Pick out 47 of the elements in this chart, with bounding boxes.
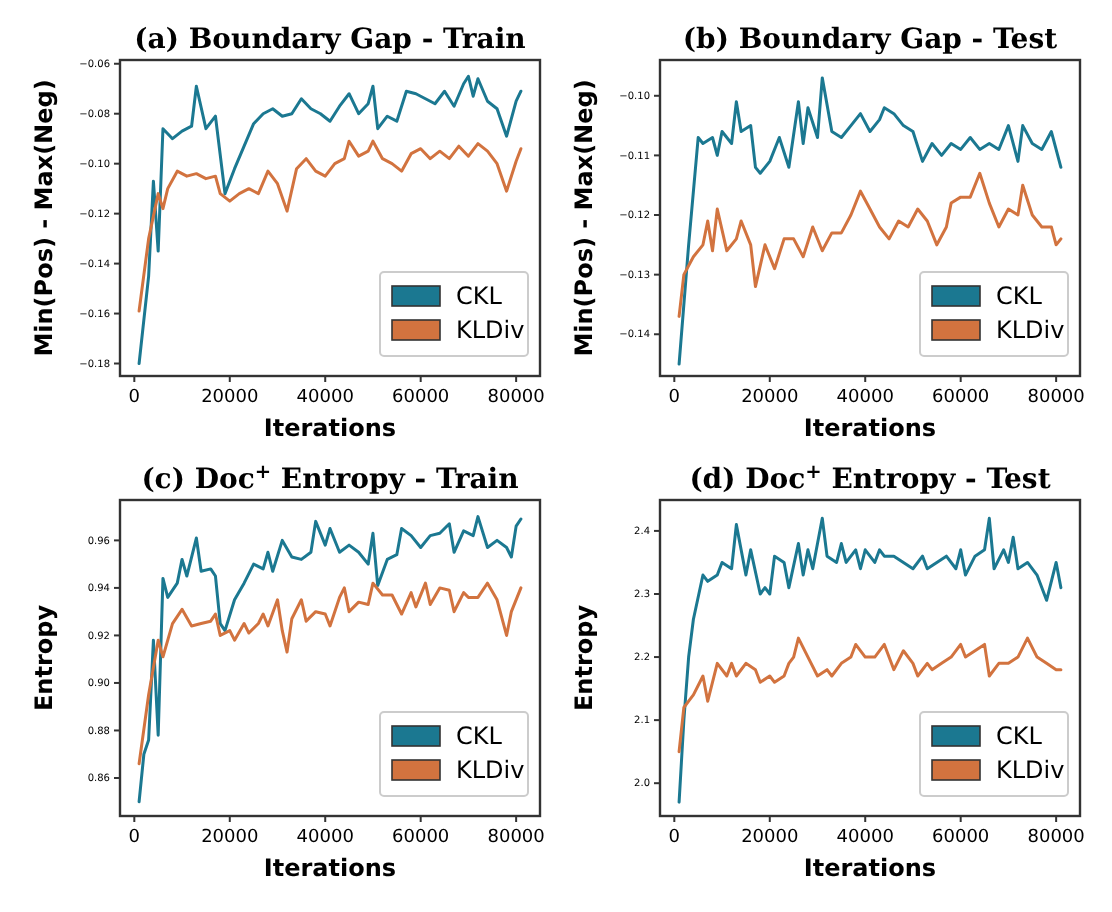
y-axis-title: Entropy [30, 604, 58, 712]
legend-label: KLDiv [456, 316, 525, 344]
x-tick-label: 80000 [487, 388, 546, 408]
chart-title: (c) Doc$^{+}$ Entropy - Train [141, 461, 519, 496]
line-series [137, 515, 523, 804]
y-axis-title: Min(Pos) - Max(Neg) [30, 79, 58, 357]
x-tick-label: 20000 [741, 828, 799, 848]
x-tick-label: 80000 [487, 828, 546, 848]
y-axis-title: Min(Pos) - Max(Neg) [570, 79, 598, 357]
line-series [677, 171, 1063, 318]
chart-title: (d) Doc$^{+}$ Entropy - Test [689, 461, 1052, 496]
legend-label: KLDiv [456, 756, 525, 784]
legend-label: CKL [996, 722, 1043, 750]
x-tick-label: 0 [128, 828, 141, 848]
line-series [677, 636, 1063, 754]
x-axis-title: Iterations [803, 414, 937, 442]
chart-title: (a) Boundary Gap - Train [134, 24, 526, 56]
x-tick-label: 0 [668, 828, 681, 848]
x-tick-label: 40000 [296, 388, 355, 408]
line-series [677, 516, 1063, 804]
x-tick-label: 40000 [836, 828, 895, 848]
chart-title: (b) Boundary Gap - Test [682, 24, 1059, 56]
x-axis-title: Iterations [263, 854, 397, 882]
x-axis-title: Iterations [803, 854, 937, 882]
x-tick-label: 0 [128, 388, 141, 408]
x-tick-label: 40000 [296, 828, 355, 848]
line-series [137, 139, 523, 313]
line-series [137, 74, 523, 366]
x-axis-title: Iterations [263, 414, 397, 442]
x-tick-label: 60000 [392, 828, 450, 848]
legend-label: CKL [996, 282, 1043, 310]
x-tick-label: 0 [668, 388, 681, 408]
x-tick-label: 60000 [932, 828, 990, 848]
x-tick-label: 80000 [1027, 388, 1086, 408]
legend-label: CKL [456, 722, 503, 750]
legend-label: KLDiv [996, 756, 1065, 784]
x-tick-label: 20000 [201, 828, 259, 848]
x-tick-label: 20000 [201, 388, 259, 408]
line-series [677, 76, 1063, 366]
legend-label: CKL [456, 282, 503, 310]
x-tick-label: 40000 [836, 388, 895, 408]
x-tick-label: 60000 [932, 388, 990, 408]
y-axis-title: Entropy [570, 604, 598, 712]
x-tick-label: 20000 [741, 388, 799, 408]
x-tick-label: 80000 [1027, 828, 1086, 848]
x-tick-label: 60000 [392, 388, 450, 408]
legend-label: KLDiv [996, 316, 1065, 344]
